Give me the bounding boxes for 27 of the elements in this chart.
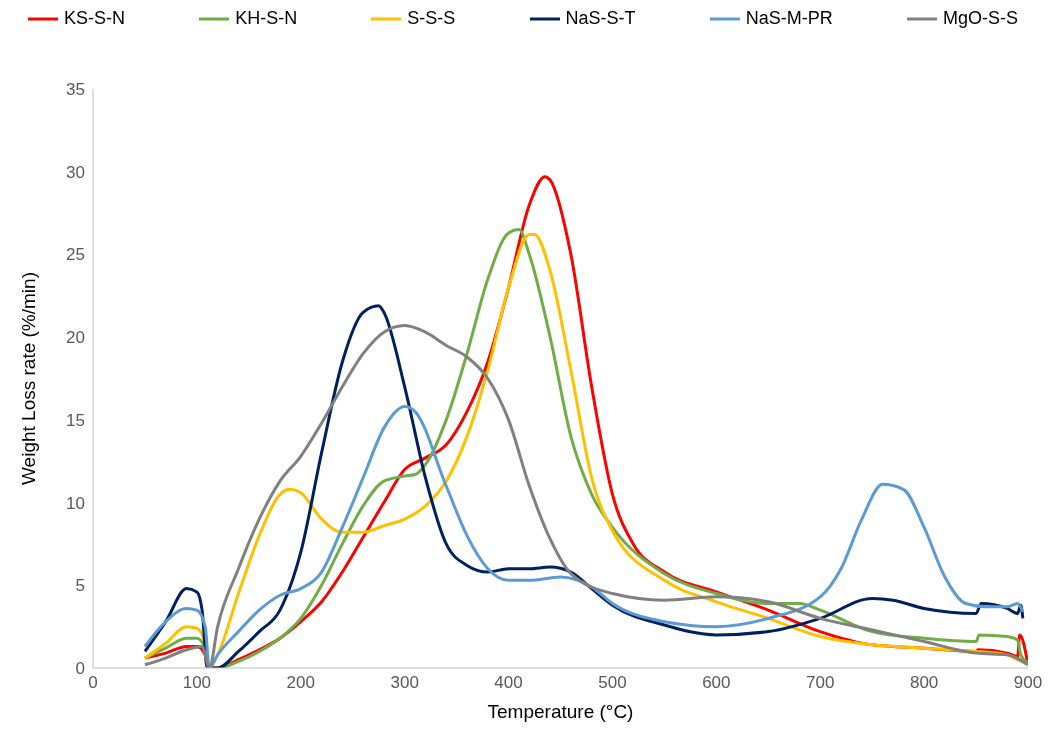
y-tick-label: 0	[75, 659, 85, 679]
legend-label: MgO-S-S	[942, 8, 1018, 29]
y-tick-label: 35	[66, 80, 85, 100]
x-tick-label: 700	[806, 673, 835, 693]
legend-label: KS-S-N	[64, 8, 126, 29]
x-tick-label: 500	[598, 673, 627, 693]
x-tick-label: 0	[88, 673, 98, 693]
x-tick-label: 100	[182, 673, 212, 693]
x-tick-label: 600	[702, 673, 731, 693]
legend-label: NaS-M-PR	[745, 8, 833, 29]
y-tick-label: 20	[66, 328, 85, 348]
x-tick-label: 900	[1013, 673, 1043, 693]
x-tick-label: 300	[390, 673, 419, 693]
y-tick-label: 15	[66, 410, 85, 430]
legend-label: KH-S-N	[235, 8, 298, 29]
y-tick-label: 25	[66, 245, 85, 265]
x-axis-title: Temperature (°C)	[487, 701, 634, 722]
x-tick-label: 400	[494, 673, 523, 693]
y-tick-label: 30	[66, 162, 85, 182]
y-tick-label: 10	[66, 493, 85, 513]
y-axis-title: Weight Loss rate (%/min)	[17, 272, 39, 485]
legend-label: S-S-S	[407, 8, 456, 29]
x-tick-label: 200	[286, 673, 315, 693]
line-series	[143, 405, 1025, 668]
legend-label: NaS-S-T	[565, 8, 636, 29]
y-tick-label: 5	[75, 576, 85, 596]
x-tick-label: 800	[909, 673, 939, 693]
